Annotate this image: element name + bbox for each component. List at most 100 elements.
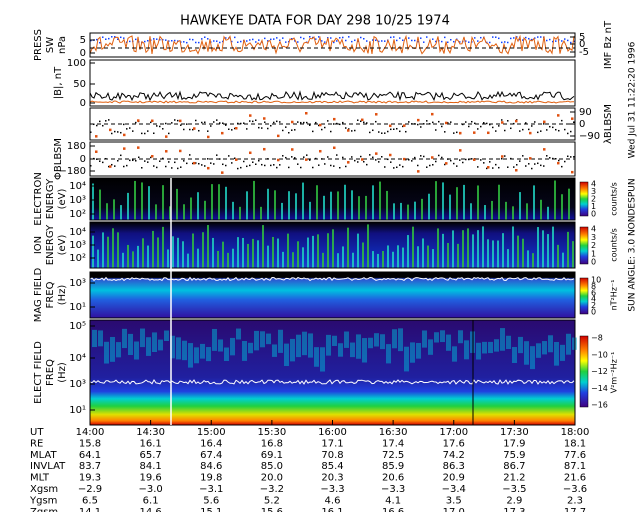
trace-dot <box>168 161 170 163</box>
cell: 16.8 <box>261 438 283 449</box>
trace-dot <box>540 130 542 132</box>
trace-dot <box>351 40 353 43</box>
trace-dot <box>389 153 392 157</box>
streak <box>386 190 388 220</box>
streak <box>155 204 157 220</box>
streak <box>282 251 284 268</box>
streak <box>322 252 324 268</box>
cell: 16.1 <box>139 438 161 449</box>
trace-dot <box>420 37 422 39</box>
trace-dot <box>135 160 137 162</box>
trace-dot <box>312 130 314 133</box>
trace-dot <box>204 121 206 124</box>
trace-dot <box>381 132 383 134</box>
trace-dot <box>522 155 524 157</box>
streak <box>542 230 544 268</box>
trace-dot <box>360 120 362 123</box>
trace-dot <box>360 36 362 39</box>
trace-dot <box>504 129 506 132</box>
trace-dot <box>303 37 305 40</box>
trace-dot <box>237 122 239 125</box>
trace-dot <box>366 40 368 42</box>
trace-dot <box>501 119 503 121</box>
streak <box>422 330 427 348</box>
trace-dot <box>237 41 239 43</box>
trace-dot <box>300 166 302 169</box>
trace-dot <box>102 124 104 127</box>
trace-dot <box>279 39 281 42</box>
y-tick-label: 10⁵ <box>69 321 86 332</box>
streak <box>212 237 214 268</box>
trace-dot <box>459 149 462 152</box>
trace-dot <box>192 128 194 131</box>
trace-dot <box>336 40 338 42</box>
streak <box>380 334 385 350</box>
trace-dot <box>108 165 110 168</box>
trace-dot <box>246 40 248 42</box>
streak <box>110 336 115 362</box>
cell: 6.5 <box>82 495 98 506</box>
trace-dot <box>309 124 311 126</box>
trace <box>89 90 575 102</box>
trace-dot <box>193 161 196 165</box>
trace-dot <box>558 129 560 132</box>
trace-dot <box>372 39 374 41</box>
colorbar-tick-label: 2 <box>591 195 596 204</box>
streak <box>377 253 379 268</box>
streak <box>398 328 403 352</box>
trace-dot <box>431 112 434 116</box>
axis-label: nPa <box>57 36 68 54</box>
trace-dot <box>408 37 410 39</box>
trace-dot <box>153 132 155 135</box>
trace-dot <box>264 164 266 167</box>
trace-dot <box>357 119 359 121</box>
trace-dot <box>534 37 536 39</box>
colorbar-label: nT²Hz⁻¹ <box>610 280 619 311</box>
streak <box>554 341 559 366</box>
trace-dot <box>126 164 128 167</box>
cell: 74.2 <box>443 450 465 461</box>
streak <box>338 343 343 357</box>
trace-dot <box>384 40 386 42</box>
streak <box>358 196 360 220</box>
trace-dot <box>537 36 539 38</box>
axis-label: ENERGY <box>45 224 56 265</box>
streak <box>152 230 154 268</box>
colorbar-tick-label: 8 <box>591 282 596 291</box>
streak <box>518 336 523 354</box>
streak <box>120 205 122 220</box>
streak <box>488 341 493 354</box>
trace-dot <box>333 123 335 125</box>
trace-dot <box>561 40 563 42</box>
trace-dot <box>195 162 197 164</box>
trace-dot <box>249 164 251 167</box>
streak <box>386 344 391 364</box>
trace-dot <box>444 163 446 166</box>
trace-dot <box>129 159 131 162</box>
trace-dot <box>445 162 448 165</box>
streak <box>342 246 344 268</box>
trace-dot <box>543 165 545 167</box>
trace-dot <box>258 126 260 129</box>
streak <box>446 334 451 351</box>
trace-dot <box>330 164 332 167</box>
trace-dot <box>291 156 293 158</box>
streak <box>457 243 459 268</box>
cell: −3.5 <box>502 484 526 495</box>
trace-dot <box>291 120 294 124</box>
trace-dot <box>417 164 419 167</box>
trace-dot <box>231 40 233 43</box>
streak <box>262 225 264 268</box>
streak <box>92 183 94 220</box>
trace-dot <box>489 123 491 126</box>
trace-dot <box>270 38 272 41</box>
trace-dot <box>174 161 176 164</box>
trace-dot <box>471 120 473 123</box>
cell: 83.7 <box>79 461 101 472</box>
trace-dot <box>529 131 532 135</box>
trace-dot <box>273 121 275 124</box>
streak <box>158 339 163 351</box>
streak <box>127 244 129 268</box>
streak <box>314 347 319 367</box>
colorbar-tick-label: 1 <box>591 202 596 211</box>
